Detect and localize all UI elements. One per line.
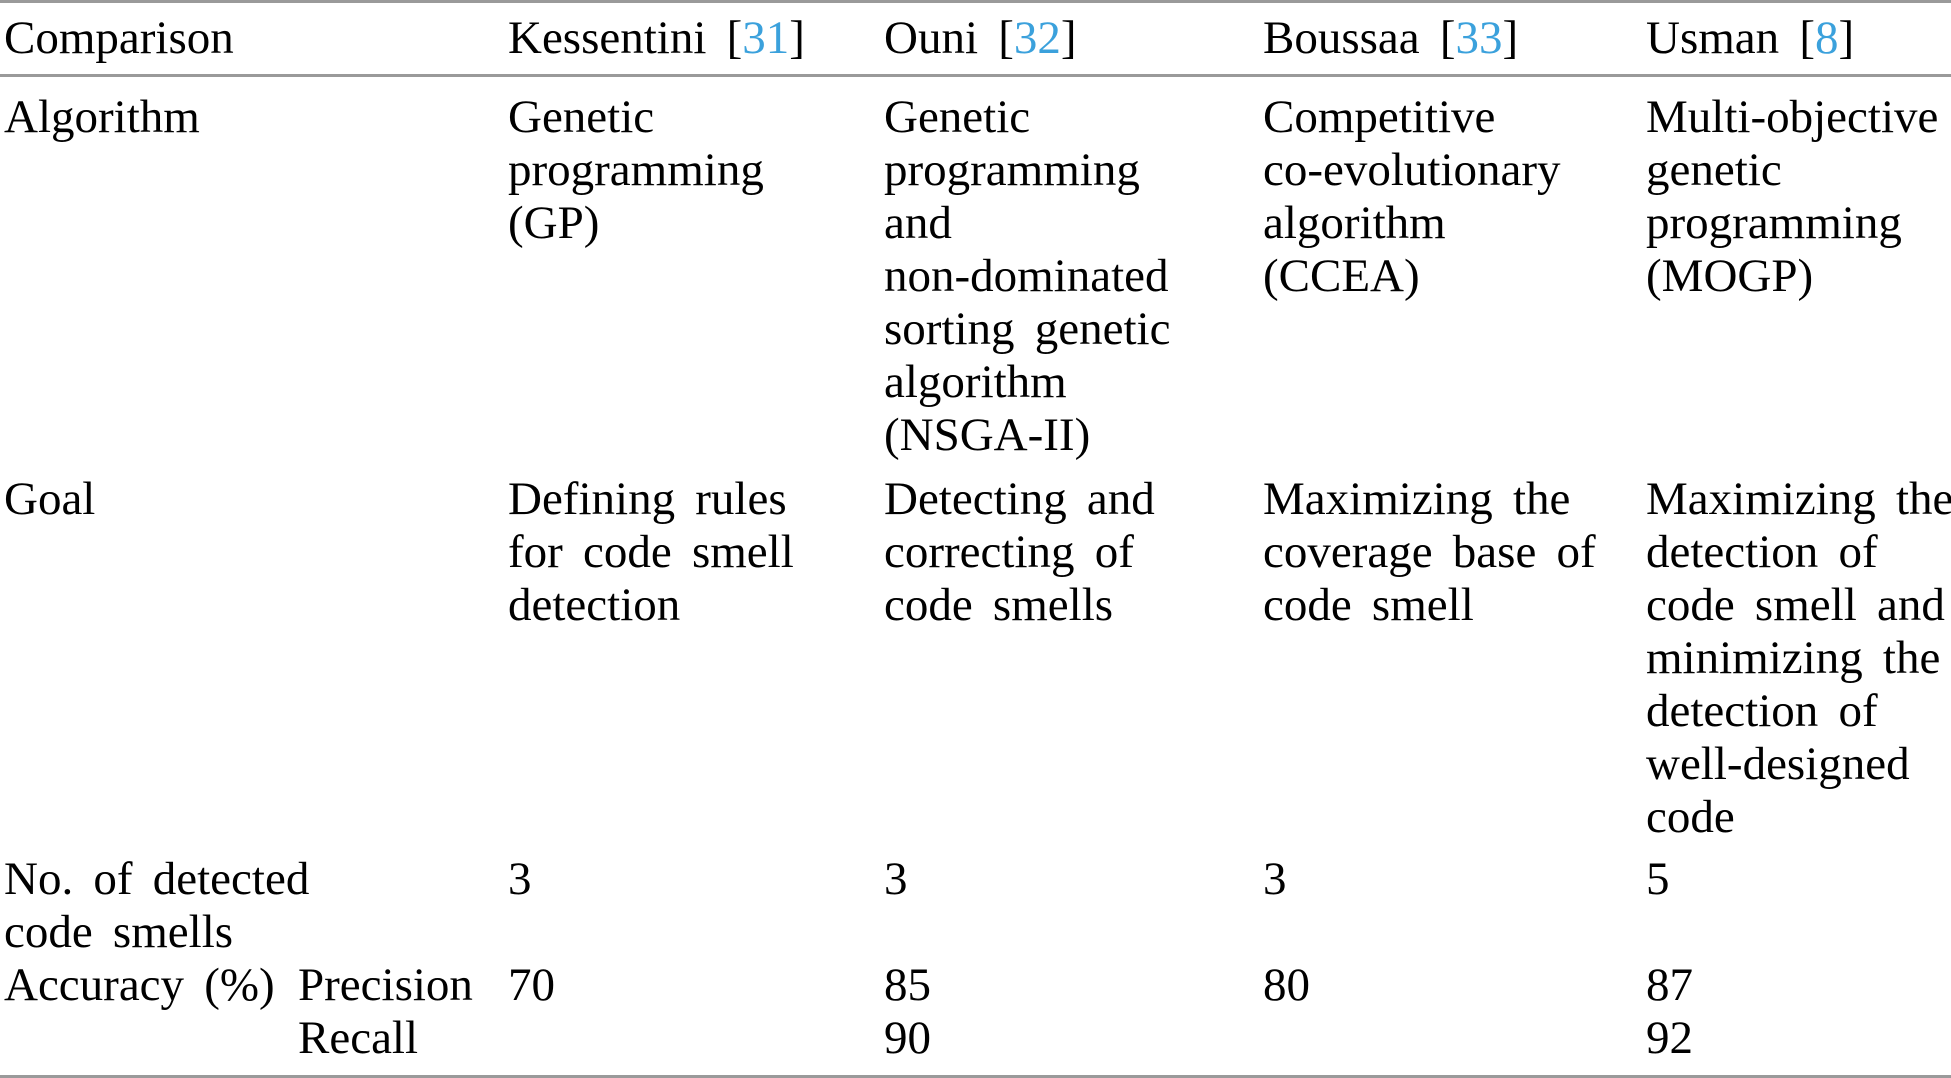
cell-precision-boussaa: 80 [1263,959,1310,1011]
citation-bracket-close: ] [1502,12,1519,64]
cell-smells-usman: 5 [1646,853,1670,905]
cell-recall-usman: 92 [1646,1012,1693,1064]
citation-bracket-close: ] [1060,12,1077,64]
cell-goal-usman: Maximizing the detection of code smell a… [1646,473,1951,843]
citation-link-33[interactable]: 33 [1455,12,1503,64]
cell-smells-kessentini: 3 [508,853,532,905]
cell-recall-ouni: 90 [884,1012,931,1064]
citation-bracket-open: [ [706,12,743,64]
citation-bracket-open: [ [978,12,1014,64]
citation-bracket-close: ] [789,12,805,64]
sub-label-recall: Recall [298,1012,419,1064]
cell-algorithm-usman: Multi-objective genetic programming (MOG… [1646,91,1939,302]
cell-goal-boussaa: Maximizing the coverage base of code sme… [1263,473,1596,631]
citation-bracket-open: [ [1779,12,1816,64]
method-name: Boussaa [1263,12,1420,64]
cell-algorithm-kessentini: Genetic programming (GP) [508,91,764,249]
cell-algorithm-boussaa: Competitive co-evolutionary algorithm (C… [1263,91,1561,302]
accuracy-precision-row: Accuracy (%) Precision 70 85 80 87 [0,959,1951,1012]
citation-bracket-open: [ [1419,12,1456,64]
cell-recall-kessentini [504,1012,880,1077]
cell-precision-kessentini: 70 [508,959,555,1011]
cell-smells-boussaa: 3 [1263,853,1287,905]
header-row: Comparison Kessentini [31] Ouni [32] Bou… [0,1,1951,77]
goal-row: Goal Defining rules for code smell detec… [0,462,1951,848]
column-header-usman: Usman [8] [1642,1,1951,77]
row-label-goal: Goal [4,473,96,525]
method-name: Usman [1646,12,1780,64]
column-header-boussaa: Boussaa [33] [1259,1,1642,77]
citation-link-32[interactable]: 32 [1013,12,1061,64]
citation-link-8[interactable]: 8 [1815,12,1839,64]
row-label-accuracy-spacer [0,1012,294,1077]
algorithm-row: Algorithm Genetic programming (GP) Genet… [0,76,1951,463]
cell-precision-ouni: 85 [884,959,931,1011]
cell-goal-kessentini: Defining rules for code smell detection [508,473,794,631]
column-header-kessentini: Kessentini [31] [504,1,880,77]
cell-precision-usman: 87 [1646,959,1693,1011]
row-label-detected-smells: No. of detected code smells [4,853,310,958]
row-label-accuracy: Accuracy (%) [4,959,275,1011]
citation-link-31[interactable]: 31 [742,12,790,64]
cell-recall-boussaa [1259,1012,1642,1077]
accuracy-recall-row: Recall 90 92 [0,1012,1951,1077]
column-header-ouni: Ouni [32] [880,1,1259,77]
method-name: Ouni [884,12,978,64]
cell-algorithm-ouni: Genetic programming and non-dominated so… [884,91,1171,461]
citation-bracket-close: ] [1838,12,1855,64]
detected-smells-row: No. of detected code smells 3 3 3 5 [0,848,1951,959]
column-header-comparison: Comparison [0,1,504,77]
cell-smells-ouni: 3 [884,853,908,905]
sub-label-precision: Precision [298,959,473,1011]
cell-goal-ouni: Detecting and correcting of code smells [884,473,1155,631]
row-label-algorithm: Algorithm [4,91,200,143]
method-name: Kessentini [508,12,707,64]
